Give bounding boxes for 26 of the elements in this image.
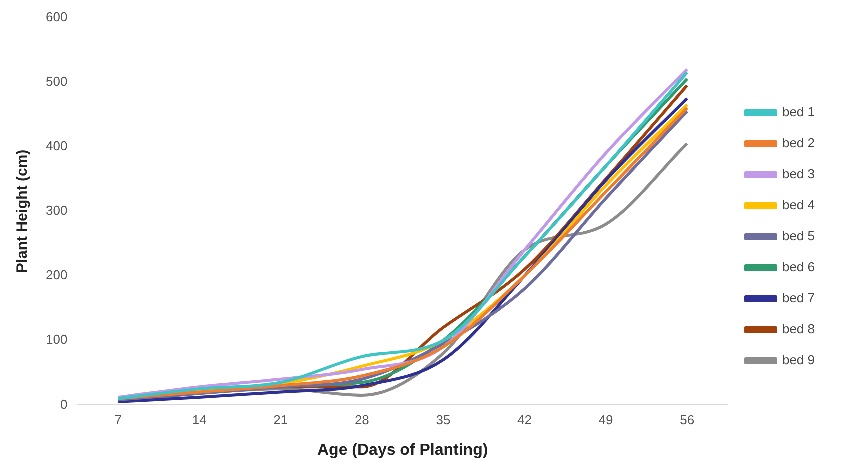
y-tick-label: 400	[46, 138, 68, 154]
legend-label: bed 3	[782, 166, 816, 182]
y-tick-label: 300	[46, 203, 68, 218]
legend-label: bed 8	[782, 322, 816, 337]
y-tick-label: 200	[46, 268, 68, 283]
legend-label: bed 4	[782, 198, 816, 213]
legend-label: bed 7	[782, 290, 816, 306]
x-tick-label: 21	[274, 412, 288, 428]
legend-label: bed 1	[782, 104, 816, 120]
legend-label: bed 2	[782, 136, 816, 151]
y-tick-label: 500	[46, 74, 68, 89]
y-tick-label: 600	[46, 9, 68, 24]
x-tick-label: 35	[436, 412, 451, 428]
x-tick-label: 14	[192, 412, 207, 428]
legend-label: bed 5	[782, 228, 816, 244]
x-tick-label: 42	[518, 412, 532, 428]
x-tick-label: 49	[598, 412, 614, 428]
x-axis-title: Age (Days of Planting)	[317, 442, 488, 459]
x-tick-label: 7	[114, 412, 122, 428]
legend-label: bed 9	[782, 352, 816, 368]
legend-label: bed 6	[782, 260, 816, 275]
x-tick-label: 56	[680, 412, 695, 428]
y-axis-title: Plant Height (cm)	[14, 150, 32, 274]
x-tick-label: 28	[354, 412, 370, 428]
y-tick-label: 0	[60, 396, 68, 412]
y-tick-label: 100	[46, 332, 68, 348]
